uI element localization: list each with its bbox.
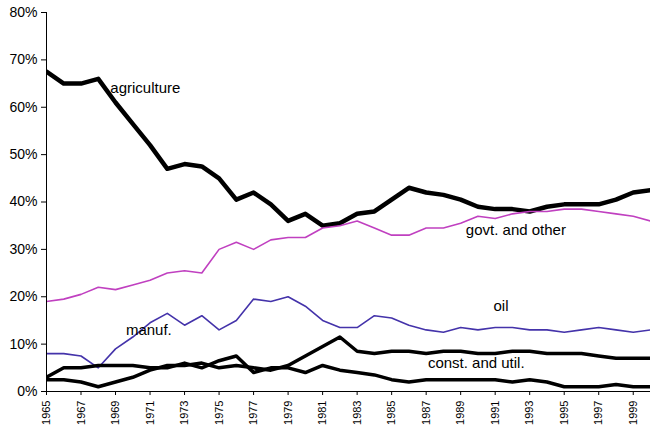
svg-text:10%: 10% [9, 336, 37, 352]
svg-text:manuf.: manuf. [126, 321, 172, 338]
svg-text:1973: 1973 [178, 401, 190, 425]
svg-text:1977: 1977 [247, 401, 259, 425]
svg-text:50%: 50% [9, 146, 37, 162]
svg-text:1991: 1991 [489, 401, 501, 425]
svg-text:1999: 1999 [627, 401, 639, 425]
svg-text:agriculture: agriculture [110, 79, 180, 96]
svg-text:1967: 1967 [75, 401, 87, 425]
svg-text:70%: 70% [9, 51, 37, 67]
svg-text:20%: 20% [9, 288, 37, 304]
svg-text:1981: 1981 [316, 401, 328, 425]
svg-text:1979: 1979 [282, 401, 294, 425]
svg-text:80%: 80% [9, 4, 37, 20]
svg-text:1993: 1993 [523, 401, 535, 425]
svg-text:60%: 60% [9, 99, 37, 115]
svg-text:40%: 40% [9, 193, 37, 209]
svg-text:1975: 1975 [213, 401, 225, 425]
svg-text:30%: 30% [9, 241, 37, 257]
svg-text:0%: 0% [17, 383, 37, 399]
svg-text:1983: 1983 [351, 401, 363, 425]
svg-text:1965: 1965 [40, 401, 52, 425]
svg-text:govt. and other: govt. and other [466, 221, 566, 238]
svg-text:1997: 1997 [592, 401, 604, 425]
svg-text:1995: 1995 [558, 401, 570, 425]
svg-text:oil: oil [493, 297, 508, 314]
svg-text:1969: 1969 [109, 401, 121, 425]
svg-text:const. and util.: const. and util. [428, 354, 525, 371]
svg-text:1971: 1971 [144, 401, 156, 425]
svg-text:1989: 1989 [454, 401, 466, 425]
svg-text:1985: 1985 [385, 401, 397, 425]
svg-text:1987: 1987 [420, 401, 432, 425]
